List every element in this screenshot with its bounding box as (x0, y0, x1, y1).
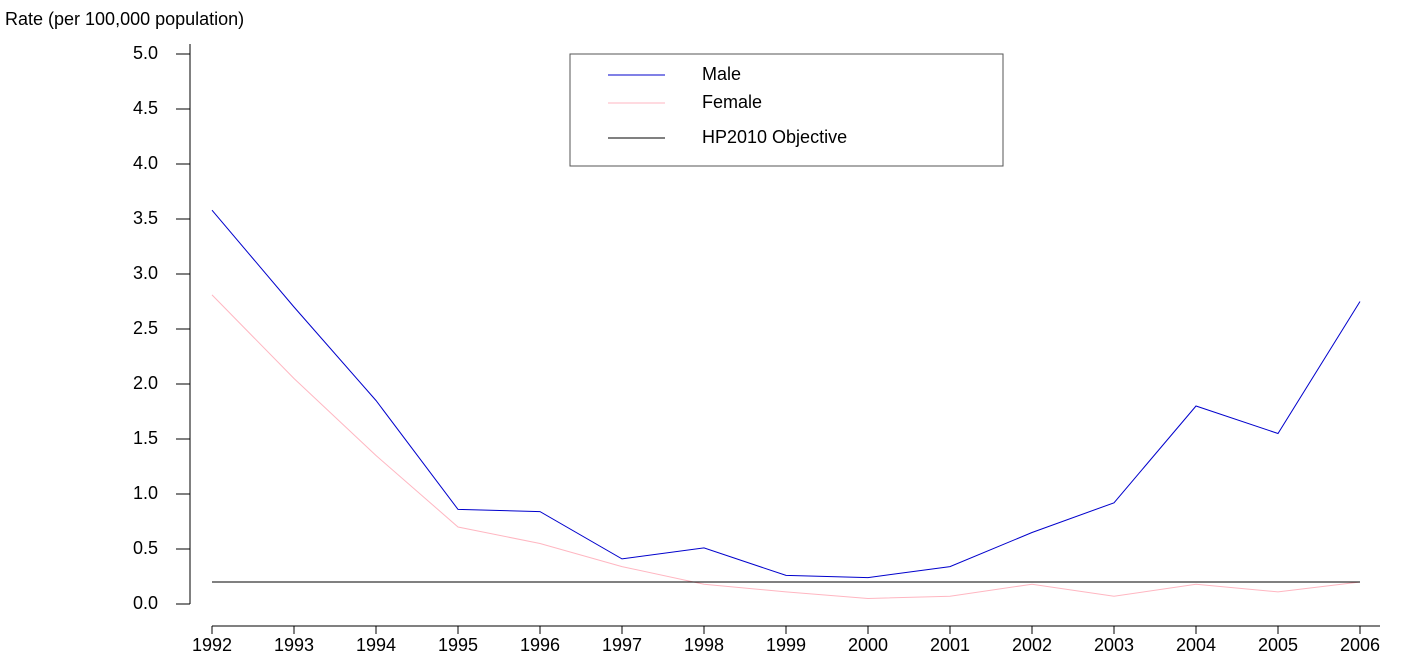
x-tick-label: 2004 (1176, 635, 1216, 655)
x-tick-label: 1998 (684, 635, 724, 655)
series-line (211, 209, 1361, 579)
y-tick-label: 1.5 (133, 428, 158, 448)
y-tick-label: 3.5 (133, 208, 158, 228)
legend-label: HP2010 Objective (702, 127, 847, 147)
x-tick-label: 1997 (602, 635, 642, 655)
legend-label: Male (702, 64, 741, 84)
x-tick-label: 2003 (1094, 635, 1134, 655)
y-tick-label: 2.5 (133, 318, 158, 338)
x-tick-label: 1999 (766, 635, 806, 655)
x-tick-label: 2005 (1258, 635, 1298, 655)
y-tick-label: 2.0 (133, 373, 158, 393)
y-tick-label: 3.0 (133, 263, 158, 283)
x-tick-label: 1992 (192, 635, 232, 655)
x-tick-label: 1993 (274, 635, 314, 655)
x-tick-label: 2000 (848, 635, 888, 655)
x-tick-label: 1996 (520, 635, 560, 655)
x-tick-label: 2002 (1012, 635, 1052, 655)
x-tick-label: 1995 (438, 635, 478, 655)
x-tick-label: 2001 (930, 635, 970, 655)
y-tick-label: 0.5 (133, 538, 158, 558)
y-tick-label: 1.0 (133, 483, 158, 503)
legend-label: Female (702, 92, 762, 112)
y-tick-label: 4.0 (133, 153, 158, 173)
y-tick-label: 0.0 (133, 593, 158, 613)
legend-box (569, 53, 1004, 167)
x-tick-label: 1994 (356, 635, 396, 655)
series-line (211, 294, 1361, 600)
y-tick-label: 4.5 (133, 98, 158, 118)
x-tick-label: 2006 (1340, 635, 1380, 655)
y-tick-label: 5.0 (133, 43, 158, 63)
y-axis-label: Rate (per 100,000 population) (5, 9, 244, 29)
